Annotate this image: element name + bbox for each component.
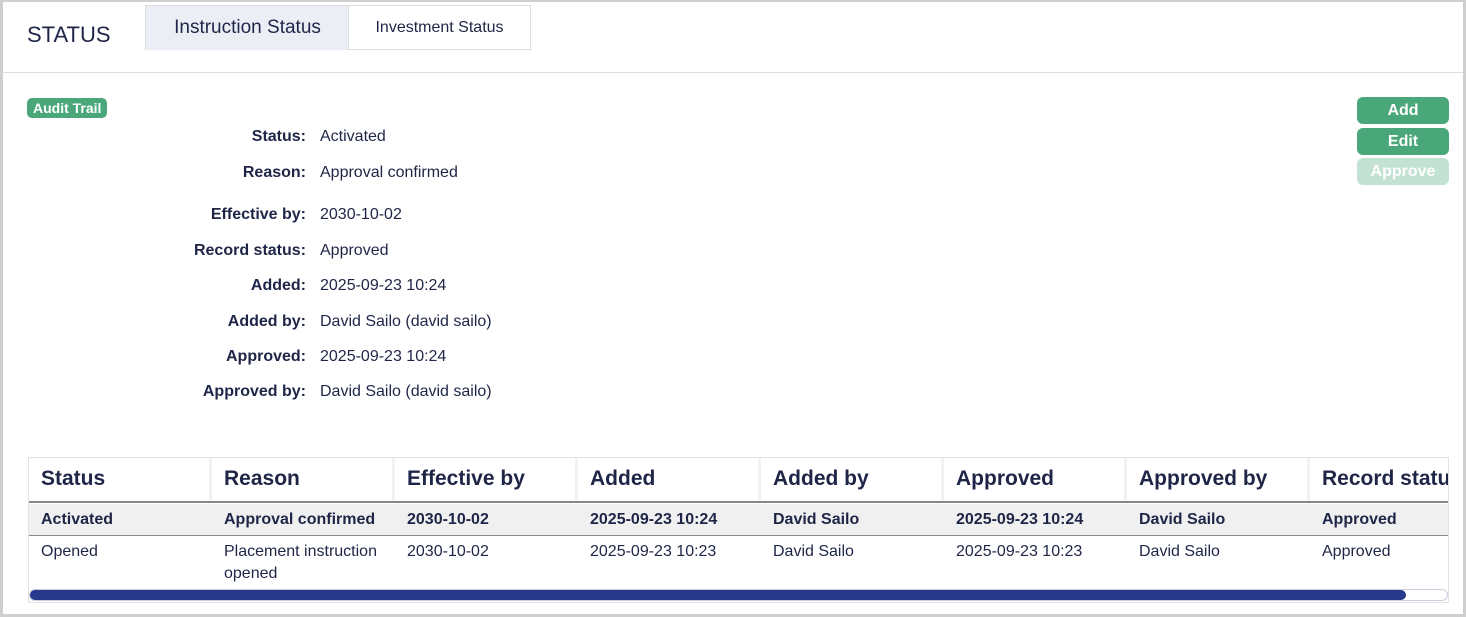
- detail-value: Approval confirmed: [320, 164, 458, 181]
- table-cell: Approval confirmed: [224, 511, 376, 528]
- detail-value: 2025-09-23 10:24: [320, 277, 447, 294]
- table-cell: 2025-09-23 10:24: [956, 511, 1084, 528]
- detail-field: Added by: David Sailo (david sailo): [0, 313, 520, 331]
- detail-label: Approved:: [226, 348, 306, 365]
- detail-value: 2030-10-02: [320, 206, 402, 223]
- detail-label: Added:: [250, 277, 306, 294]
- table-cell: Activated: [41, 511, 114, 528]
- table-cell: 2025-09-23 10:24: [590, 511, 718, 528]
- status-history-table: Status Reason Effective by Added Added by App…: [28, 457, 1449, 603]
- tab-instruction-status[interactable]: Instruction Status: [145, 5, 349, 50]
- column-header[interactable]: Status: [29, 458, 212, 501]
- divider: [3, 72, 1463, 73]
- detail-field: Added: 2025-09-23 10:24: [0, 277, 520, 295]
- table-cell: Approved: [1322, 511, 1397, 528]
- add-button[interactable]: Add: [1357, 97, 1449, 124]
- approve-button[interactable]: Approve: [1357, 158, 1449, 185]
- column-header[interactable]: Added: [578, 458, 761, 501]
- table-cell: David Sailo: [773, 511, 860, 528]
- table-cell: David Sailo: [1139, 543, 1220, 560]
- detail-value: David Sailo (david sailo): [320, 313, 492, 330]
- column-header[interactable]: Record status: [1310, 458, 1448, 501]
- table-header: Status Reason Effective by Added Added by App…: [29, 458, 1448, 503]
- detail-value: Activated: [320, 128, 386, 145]
- table-row[interactable]: Activated Approval confirmed 2030-10-02 202…: [29, 504, 1448, 536]
- table-cell: David Sailo: [773, 543, 854, 560]
- detail-label: Record status:: [193, 242, 306, 259]
- column-header[interactable]: Added by: [761, 458, 944, 501]
- detail-field: Record status: Approved: [0, 242, 520, 260]
- column-header[interactable]: Effective by: [395, 458, 578, 501]
- detail-label: Added by:: [227, 313, 306, 330]
- table-cell: Approved: [1322, 543, 1391, 560]
- table-cell: David Sailo: [1139, 511, 1226, 528]
- audit-trail-button[interactable]: Audit Trail: [27, 98, 108, 118]
- table-cell: 2030-10-02: [407, 511, 489, 528]
- column-header[interactable]: Approved by: [1127, 458, 1310, 501]
- detail-value: David Sailo (david sailo): [320, 383, 492, 400]
- detail-label: Effective by:: [210, 206, 306, 223]
- detail-label: Approved by:: [202, 383, 306, 400]
- detail-field: Reason: Approval confirmed: [0, 164, 520, 182]
- column-header[interactable]: Approved: [944, 458, 1127, 501]
- table-cell: Opened: [41, 543, 98, 560]
- page-title: STATUS: [27, 22, 111, 47]
- detail-value: 2025-09-23 10:24: [320, 348, 447, 365]
- detail-label: Reason:: [242, 164, 306, 181]
- detail-label: Status:: [251, 128, 306, 145]
- detail-field: Status: Activated: [0, 128, 520, 146]
- detail-field: Approved: 2025-09-23 10:24: [0, 348, 520, 366]
- detail-field: Approved by: David Sailo (david sailo): [0, 383, 520, 401]
- table-cell: 2025-09-23 10:23: [590, 543, 717, 560]
- column-header[interactable]: Reason: [212, 458, 395, 501]
- table-cell: 2030-10-02: [407, 543, 489, 560]
- detail-field: Effective by: 2030-10-02: [0, 206, 520, 224]
- edit-button[interactable]: Edit: [1357, 128, 1449, 155]
- table-cell: 2025-09-23 10:23: [956, 543, 1083, 560]
- detail-value: Approved: [320, 242, 389, 259]
- tab-investment-status[interactable]: Investment Status: [348, 5, 531, 50]
- scrollbar-thumb[interactable]: [30, 590, 1407, 600]
- horizontal-scrollbar[interactable]: [29, 589, 1448, 601]
- table-row[interactable]: Opened Placement instruction opened 2030-1…: [29, 538, 1448, 585]
- table-cell: Placement instruction opened: [224, 543, 377, 582]
